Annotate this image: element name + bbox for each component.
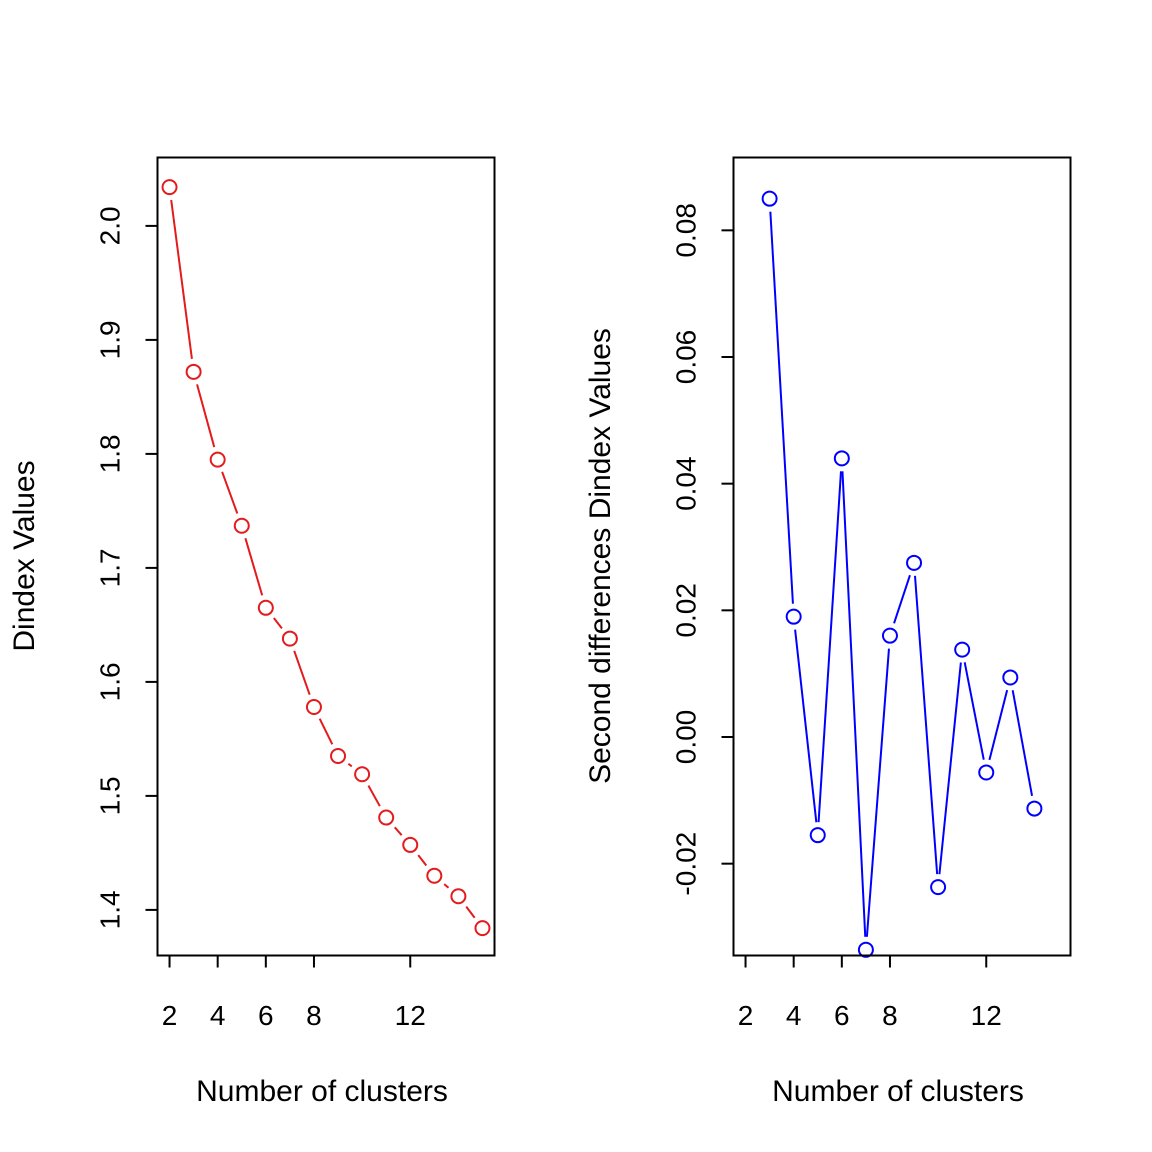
plot-frame <box>156 156 496 957</box>
y-tick-label: -0.02 <box>671 832 702 896</box>
plot-frame <box>732 156 1072 957</box>
y-tick-label: 1.7 <box>95 548 126 587</box>
second-differences-marks <box>761 190 1043 958</box>
data-point <box>402 836 419 853</box>
series-line-segment <box>293 650 311 696</box>
data-point <box>330 748 347 764</box>
y-axis-title: Second differences Dindex Values <box>584 328 617 784</box>
series-line-segment <box>244 537 264 596</box>
series-line-segment <box>443 883 450 889</box>
x-tick-label: 4 <box>210 1000 226 1031</box>
x-axis-title: Number of clusters <box>196 1075 448 1108</box>
data-point <box>930 879 947 896</box>
series-line-segment <box>794 629 818 823</box>
data-point <box>161 179 178 196</box>
dindex-panel: 1.4 1.5 1.6 1.7 1.8 1.9 2.0 2 4 6 8 12 Number of c… <box>8 156 496 1108</box>
y-tick-label: 1.5 <box>95 776 126 815</box>
second-differences-panel: -0.02 0.00 0.02 0.04 0.06 0.08 2 4 6 8 12 Number … <box>584 156 1072 1108</box>
series-line-segment <box>417 854 428 867</box>
series-line-segment <box>273 617 283 629</box>
data-point <box>233 517 250 534</box>
dindex-marks <box>161 179 491 937</box>
data-point <box>1002 669 1019 686</box>
y-tick-label: 0.06 <box>671 330 702 385</box>
x-tick-label: 6 <box>258 1000 274 1031</box>
data-point <box>378 809 395 826</box>
x-tick-label: 2 <box>738 1000 754 1031</box>
data-point <box>257 599 274 616</box>
series-line-segment <box>367 785 381 807</box>
y-tick-label: 0.04 <box>671 456 702 511</box>
data-point <box>209 451 226 468</box>
data-point <box>906 554 923 571</box>
data-point <box>185 363 202 380</box>
series-line-segment <box>938 662 962 875</box>
y-tick-label: 1.4 <box>95 890 126 929</box>
y-tick-label: 0.00 <box>671 710 702 765</box>
y-tick-label: 2.0 <box>95 206 126 245</box>
data-point <box>450 888 467 905</box>
data-point <box>978 764 995 781</box>
series-line-segment <box>963 662 985 760</box>
series-line-segment <box>769 211 794 604</box>
x-tick-label: 12 <box>971 1000 1002 1031</box>
series-line-segment <box>465 905 476 919</box>
y-tick-label: 1.6 <box>95 662 126 701</box>
series-line-segment <box>347 763 353 768</box>
series-line-segment <box>221 471 239 514</box>
y-tick-label: 1.9 <box>95 320 126 359</box>
x-tick-label: 8 <box>882 1000 898 1031</box>
x-tick-label: 8 <box>306 1000 322 1031</box>
x-tick-label: 2 <box>162 1000 178 1031</box>
y-tick-label: 0.02 <box>671 583 702 638</box>
series-line-segment <box>817 471 842 823</box>
data-point <box>833 450 850 467</box>
second-differences-y-axis: -0.02 0.00 0.02 0.04 0.06 0.08 <box>671 203 735 896</box>
dindex-x-axis: 2 4 6 8 12 <box>162 954 426 1031</box>
x-tick-label: 4 <box>786 1000 802 1031</box>
data-point <box>954 641 971 658</box>
series-line-segment <box>841 471 867 937</box>
series-line-segment <box>914 575 939 875</box>
second-differences-x-axis: 2 4 6 8 12 <box>738 954 1002 1031</box>
data-point <box>305 698 322 715</box>
series-line-segment <box>318 718 334 745</box>
data-point <box>354 766 371 783</box>
series-line-segment <box>394 826 403 836</box>
series-line-segment <box>1011 690 1034 796</box>
dindex-y-axis: 1.4 1.5 1.6 1.7 1.8 1.9 2.0 <box>95 206 159 929</box>
data-point <box>809 827 826 844</box>
series-line-segment <box>170 199 193 360</box>
y-tick-label: 1.8 <box>95 434 126 473</box>
data-point <box>857 941 874 958</box>
series-line-segment <box>865 648 890 937</box>
data-point <box>761 190 778 207</box>
series-line-segment <box>893 574 911 624</box>
x-tick-label: 12 <box>395 1000 426 1031</box>
x-tick-label: 6 <box>834 1000 850 1031</box>
y-tick-label: 0.08 <box>671 203 702 257</box>
data-point <box>474 920 491 937</box>
x-axis-title: Number of clusters <box>772 1075 1024 1108</box>
data-point <box>785 608 802 625</box>
data-point <box>281 630 298 647</box>
series-line-segment <box>196 384 216 448</box>
y-axis-title: Dindex Values <box>8 460 41 651</box>
data-point <box>426 867 443 884</box>
data-point <box>1026 800 1043 817</box>
series-line-segment <box>988 689 1009 761</box>
data-point <box>881 627 898 644</box>
